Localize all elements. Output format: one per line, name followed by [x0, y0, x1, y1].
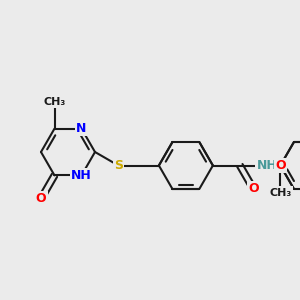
- Text: O: O: [36, 192, 46, 205]
- Text: CH₃: CH₃: [269, 188, 292, 197]
- Text: O: O: [275, 159, 286, 172]
- Text: NH: NH: [71, 169, 92, 182]
- Text: S: S: [114, 159, 123, 172]
- Text: N: N: [76, 122, 87, 135]
- Text: NH: NH: [256, 159, 277, 172]
- Text: O: O: [248, 182, 259, 195]
- Text: CH₃: CH₃: [44, 97, 66, 106]
